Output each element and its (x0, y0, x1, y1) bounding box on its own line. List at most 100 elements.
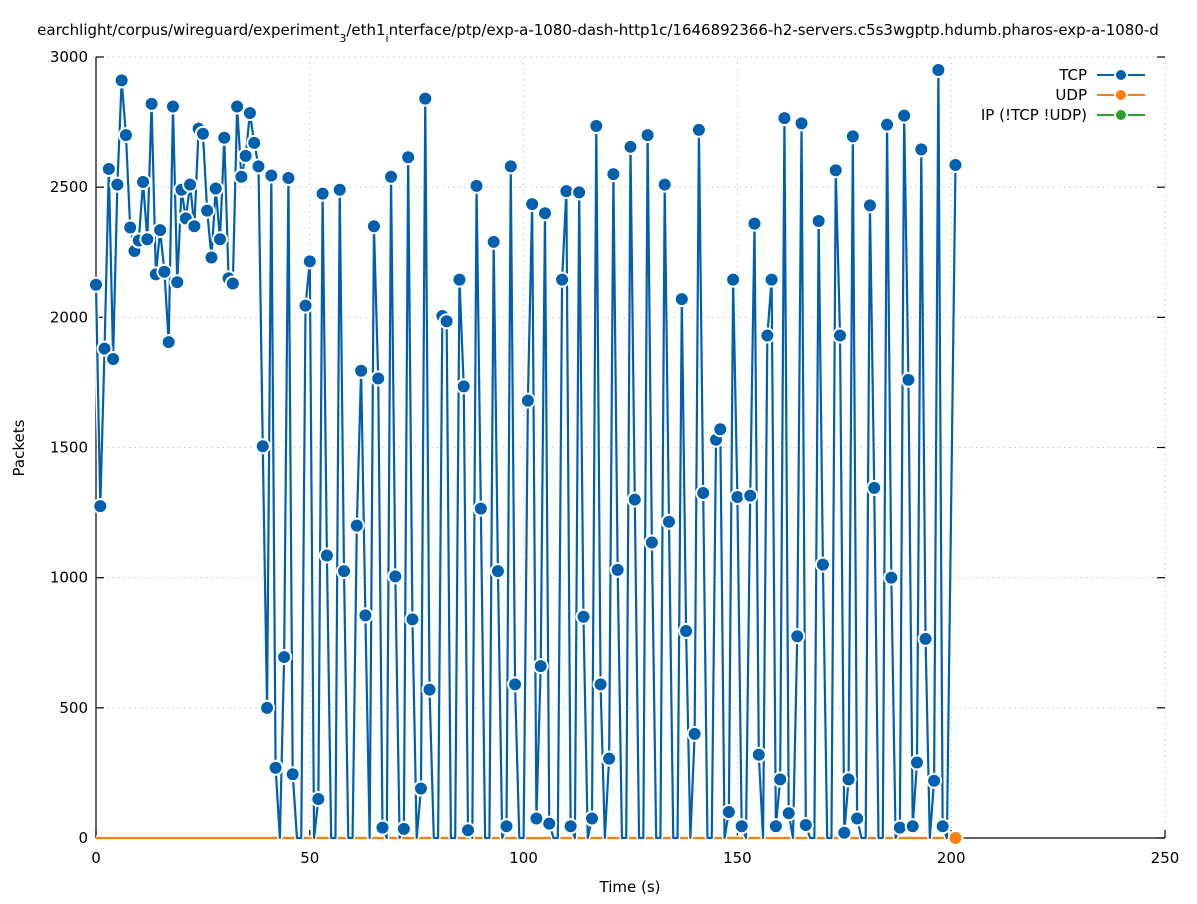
data-point (135, 173, 152, 190)
data-point (186, 218, 203, 235)
y-tick-label: 1500 (50, 439, 88, 457)
data-point (840, 771, 857, 788)
series-layer (88, 62, 964, 846)
data-point (331, 181, 348, 198)
legend-label: IP (!TCP !UDP) (981, 106, 1087, 124)
data-point (639, 127, 656, 144)
data-point (160, 334, 177, 351)
title-part: nterface/ptp/exp-a-1080-dash-http1c/1646… (389, 21, 1159, 39)
data-point (767, 818, 784, 835)
data-point (836, 824, 853, 841)
data-point (575, 608, 592, 625)
x-tick-label: 100 (509, 849, 538, 867)
data-point (720, 803, 737, 820)
data-point (182, 176, 199, 193)
data-point (926, 772, 943, 789)
data-point (866, 479, 883, 496)
data-point (891, 819, 908, 836)
data-point (156, 263, 173, 280)
data-point (656, 176, 673, 193)
data-point (100, 160, 117, 177)
data-point (605, 166, 622, 183)
data-point (400, 149, 417, 166)
data-point (532, 658, 549, 675)
data-point (660, 513, 677, 530)
data-point (861, 197, 878, 214)
x-tick-label: 250 (1151, 849, 1180, 867)
data-point (395, 820, 412, 837)
legend: TCP UDP IP (!TCP !UDP) (981, 66, 1145, 124)
data-point (571, 184, 588, 201)
data-point (502, 158, 519, 175)
y-tick-label: 500 (59, 699, 88, 717)
data-point (814, 556, 831, 573)
data-point (519, 392, 536, 409)
data-point (336, 563, 353, 580)
data-point (212, 231, 229, 248)
data-point (314, 185, 331, 202)
data-point (849, 810, 866, 827)
data-point (284, 766, 301, 783)
data-point (365, 218, 382, 235)
data-point (417, 90, 434, 107)
data-point (690, 121, 707, 138)
data-point (686, 725, 703, 742)
tick-labels: 0 500 1000 1500 2000 2500 3000 0 50 100 150 200 250 (50, 48, 1180, 867)
title-part: 3 (339, 32, 346, 45)
data-point (746, 215, 763, 232)
chart-title: earchlight/corpus/wireguard/experiment3/… (37, 21, 1159, 45)
data-point (374, 819, 391, 836)
data-point (139, 231, 156, 248)
data-point (913, 141, 930, 158)
x-axis-label: Time (s) (599, 878, 661, 896)
data-point (92, 498, 109, 515)
data-point (789, 628, 806, 645)
data-point (536, 205, 553, 222)
data-point (267, 759, 284, 776)
data-point (622, 138, 639, 155)
data-point (592, 676, 609, 693)
data-point (695, 485, 712, 502)
data-point (105, 350, 122, 367)
data-point (353, 362, 370, 379)
data-point (318, 547, 335, 564)
data-point (143, 95, 160, 112)
data-point (207, 180, 224, 197)
data-point (421, 681, 438, 698)
data-point (601, 750, 618, 767)
data-point (96, 340, 113, 357)
legend-label: TCP (1058, 66, 1087, 84)
data-point (164, 98, 181, 115)
data-point (229, 98, 246, 115)
data-point (254, 438, 271, 455)
data-point (438, 313, 455, 330)
data-point (485, 233, 502, 250)
y-tick-label: 2000 (50, 308, 88, 326)
data-point (896, 107, 913, 124)
data-point (562, 818, 579, 835)
data-point (507, 676, 524, 693)
data-point (451, 271, 468, 288)
data-point (810, 213, 827, 230)
series-line (94, 68, 957, 840)
title-part: /eth1 (346, 21, 385, 39)
data-point (88, 276, 104, 293)
data-point (280, 170, 297, 187)
data-point (412, 780, 429, 797)
data-point (763, 271, 780, 288)
data-point (263, 167, 280, 184)
data-point (908, 754, 925, 771)
data-point (643, 534, 660, 551)
data-point (673, 291, 690, 308)
data-point (297, 297, 314, 314)
data-point (832, 327, 849, 344)
x-tick-label: 0 (91, 849, 101, 867)
data-point (844, 128, 861, 145)
data-point (827, 162, 844, 179)
data-point (678, 623, 695, 640)
data-point (216, 129, 233, 146)
data-point (759, 327, 776, 344)
data-point (541, 815, 558, 832)
data-point (387, 568, 404, 585)
data-point (793, 115, 810, 132)
